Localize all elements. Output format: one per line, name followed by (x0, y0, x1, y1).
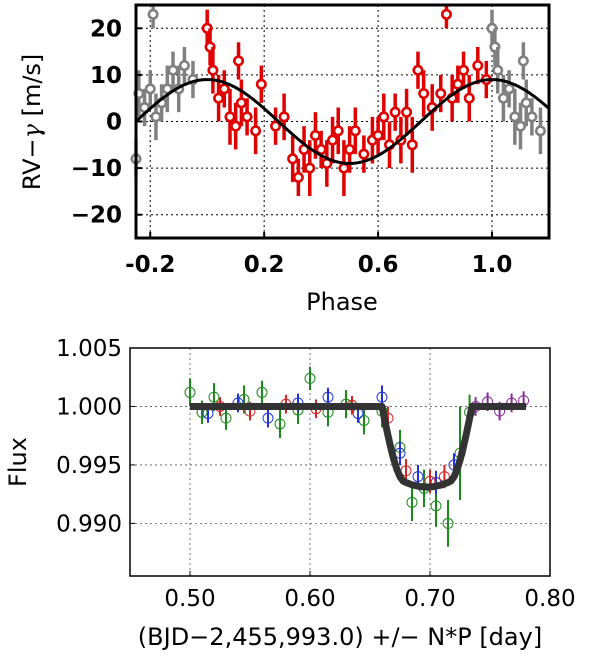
rv-gray-point (526, 111, 538, 123)
transit-x-tick-label: 0.50 (164, 586, 215, 612)
rv-red-point (472, 60, 484, 72)
rv-red-point (278, 111, 290, 123)
rv-y-tick-label: 0 (106, 110, 122, 136)
transit-gridlines (130, 347, 551, 576)
transit-x-tick-label: 0.70 (404, 586, 455, 612)
rv-red-point (440, 8, 452, 20)
rv-red-point (358, 148, 370, 160)
rv-x-tick-label: 1.0 (472, 252, 513, 278)
transit-green-point (430, 500, 442, 512)
rv-ticks: -0.2 0.2 0.6 1.0 20 10 0 −10 −20 (71, 16, 513, 278)
rv-y-tick-label: −20 (71, 203, 122, 229)
transit-x-axis-label: (BJD−2,455,993.0) +/− N*P [day] (138, 623, 542, 651)
rv-red-point (406, 139, 418, 151)
rv-red-point (378, 111, 390, 123)
transit-data-marks (184, 366, 530, 547)
rv-x-tick-label: 0.6 (358, 252, 399, 278)
rv-red-point (309, 129, 321, 141)
transit-green-point (406, 496, 418, 508)
rv-chart: -0.2 0.2 0.6 1.0 20 10 0 −10 −20 Phase RV−γ [m/s… (18, 3, 551, 316)
rv-gray-point (517, 55, 529, 67)
transit-y-tick-label: 0.995 (56, 453, 122, 479)
rv-gray-point (509, 111, 521, 123)
rv-red-point (412, 64, 424, 76)
rv-y-tick-label: 10 (90, 63, 122, 89)
rv-red-point (250, 125, 262, 137)
rv-gray-point (515, 120, 527, 132)
rv-red-point (270, 120, 282, 132)
transit-green-point (274, 418, 286, 430)
rv-gray-point (178, 60, 190, 72)
rv-red-point (235, 97, 247, 109)
rv-red-point (332, 125, 344, 137)
rv-red-point (389, 106, 401, 118)
rv-x-tick-label: 0.2 (244, 252, 285, 278)
transit-ticks: 0.50 0.60 0.70 0.80 1.005 1.000 0.995 0.990 (56, 336, 575, 612)
rv-x-tick-label: -0.2 (125, 252, 175, 278)
rv-gray-point (534, 125, 546, 137)
rv-gray-point (492, 64, 504, 76)
transit-x-tick-label: 0.60 (284, 586, 335, 612)
transit-blue-point (262, 412, 274, 424)
rv-y-tick-label: −10 (71, 156, 122, 182)
rv-red-point (241, 111, 253, 123)
transit-blue-point (376, 391, 388, 403)
rv-red-point (463, 92, 475, 104)
transit-y-axis-label: Flux (4, 437, 32, 487)
transit-chart: 0.50 0.60 0.70 0.80 1.005 1.000 0.995 0.990 (BJ… (4, 336, 576, 651)
rv-gray-point (167, 64, 179, 76)
transit-green-point (184, 386, 196, 398)
rv-red-point (213, 92, 225, 104)
rv-red-point (327, 134, 339, 146)
rv-gray-point (503, 83, 515, 95)
transit-green-point (304, 372, 316, 384)
rv-gray-point (147, 8, 159, 20)
rv-red-point (255, 78, 267, 90)
transit-model-curve (190, 403, 526, 491)
rv-y-axis-label: RV−γ [m/s] (18, 54, 46, 191)
rv-model-curve (134, 78, 550, 165)
rv-red-point (292, 171, 304, 183)
rv-red-point (401, 106, 413, 118)
rv-red-point (338, 162, 350, 174)
transit-blue-point (412, 471, 424, 483)
rv-gray-point (497, 92, 509, 104)
rv-red-point (435, 88, 447, 100)
rv-red-point (418, 88, 430, 100)
transit-y-tick-label: 0.990 (56, 511, 122, 537)
transit-x-tick-label: 0.80 (524, 586, 575, 612)
rv-red-point (230, 120, 242, 132)
transit-plot-frame (129, 347, 551, 577)
rv-red-point (372, 129, 384, 141)
rv-data-marks (130, 5, 546, 197)
rv-gray-point (520, 97, 532, 109)
transit-blue-point (322, 391, 334, 403)
rv-red-point (344, 143, 356, 155)
rv-red-point (287, 153, 299, 165)
rv-red-point (452, 78, 464, 90)
transit-green-point (256, 386, 268, 398)
rv-gray-point (144, 83, 156, 95)
rv-red-point (304, 162, 316, 174)
rv-red-point (224, 111, 236, 123)
rv-red-point (458, 64, 470, 76)
rv-gridlines (136, 5, 549, 238)
transit-y-tick-label: 1.005 (56, 336, 122, 362)
transit-y-tick-label: 1.000 (56, 394, 122, 420)
transit-green-point (442, 517, 454, 529)
rv-y-tick-label: 20 (90, 16, 122, 42)
rv-red-point (349, 125, 361, 137)
rv-red-point (207, 64, 219, 76)
rv-x-axis-label: Phase (306, 288, 378, 316)
rv-red-point (233, 55, 245, 67)
rv-gray-point (150, 111, 162, 123)
transit-green-point (220, 412, 232, 424)
rv-red-point (218, 83, 230, 95)
